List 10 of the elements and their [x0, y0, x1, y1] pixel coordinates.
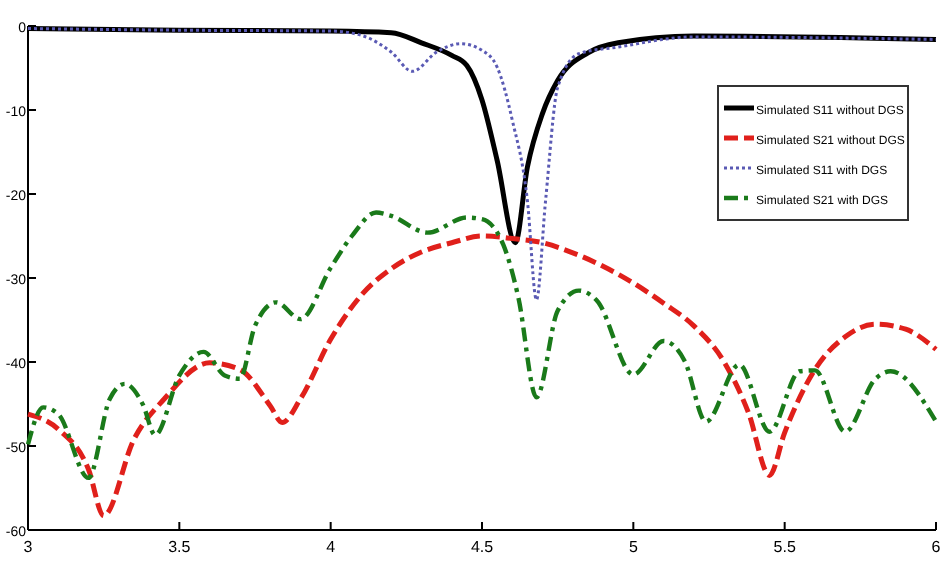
x-tick-label: 3.5: [168, 538, 192, 556]
line-series: [26, 27, 938, 302]
x-tick-label: 6: [931, 538, 942, 556]
x-tick-label: 3: [23, 538, 34, 556]
line-series: [25, 233, 939, 519]
x-tick-label: 4: [326, 538, 337, 556]
x-tick-label: 5: [628, 538, 639, 556]
line-series: [25, 210, 939, 481]
x-tick-label: 5.5: [773, 538, 797, 556]
x-tick-label: 4.5: [470, 538, 495, 556]
